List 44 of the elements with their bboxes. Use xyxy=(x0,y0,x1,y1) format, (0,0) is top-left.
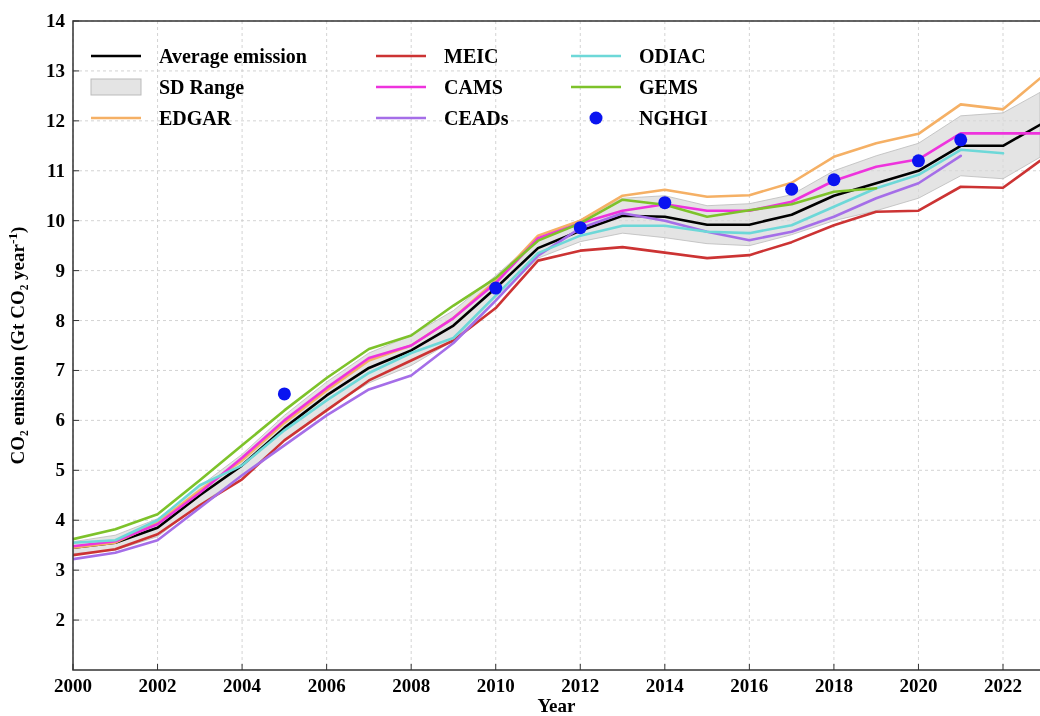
x-axis-title: Year xyxy=(537,695,577,716)
x-tick-label: 2018 xyxy=(814,675,853,696)
y-tick-label: 3 xyxy=(55,559,65,581)
legend-label: ODIAC xyxy=(639,45,706,67)
legend-label: EDGAR xyxy=(159,107,232,129)
x-tick-label: 2010 xyxy=(476,675,515,696)
point xyxy=(277,387,291,401)
y-tick-label: 9 xyxy=(55,259,65,281)
legend-label: Average emission xyxy=(159,45,307,68)
x-tick-label: 2012 xyxy=(561,675,600,696)
legend-label: CEADs xyxy=(444,107,509,129)
x-tick-label: 2006 xyxy=(307,675,346,696)
y-tick-label: 7 xyxy=(55,359,66,381)
legend-label: CAMS xyxy=(444,76,503,98)
y-tick-label: 6 xyxy=(55,409,65,431)
x-tick-label: 2004 xyxy=(223,675,262,696)
y-tick-label: 11 xyxy=(47,159,65,181)
y-tick-label: 2 xyxy=(55,609,65,631)
y-tick-label: 12 xyxy=(46,109,65,131)
y-tick-label: 14 xyxy=(46,10,66,31)
point xyxy=(911,154,925,168)
x-tick-label: 2014 xyxy=(645,675,685,696)
annotation: SD Range xyxy=(159,76,245,99)
legend-label: NGHGI xyxy=(639,107,709,129)
x-tick-label: 2016 xyxy=(730,675,769,696)
x-tick-label: 2022 xyxy=(984,675,1023,696)
x-tick-label: 2000 xyxy=(54,675,92,696)
y-tick-label: 4 xyxy=(55,509,66,531)
point xyxy=(785,182,799,196)
legend-label: MEIC xyxy=(444,45,499,67)
point xyxy=(658,196,672,210)
point xyxy=(954,133,968,147)
y-tick-label: 13 xyxy=(46,59,65,81)
y-tick-label: 5 xyxy=(55,459,65,481)
y-tick-label: 8 xyxy=(55,309,65,331)
point xyxy=(489,281,503,295)
line-series xyxy=(73,186,878,541)
legend-label: GEMS xyxy=(639,76,698,98)
y-tick-label: 10 xyxy=(46,209,65,231)
point xyxy=(573,221,587,235)
point xyxy=(827,173,841,187)
x-tick-label: 2008 xyxy=(392,675,431,696)
x-tick-label: 2020 xyxy=(899,675,938,696)
x-tick-label: 2002 xyxy=(138,675,177,696)
